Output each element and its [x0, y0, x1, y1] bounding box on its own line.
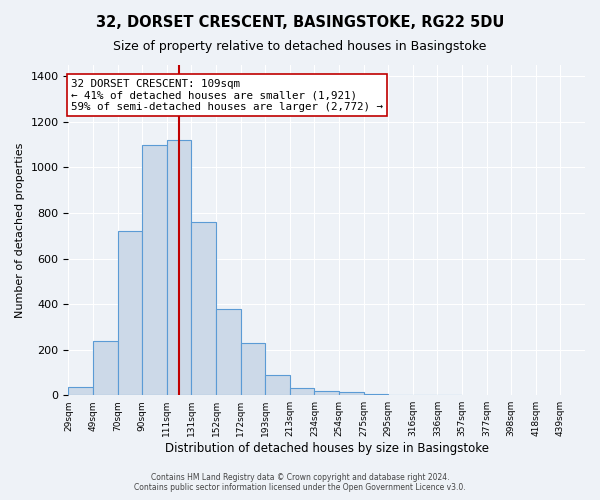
Bar [241, 343, 265, 395]
Bar [118, 231, 142, 395]
Text: 32 DORSET CRESCENT: 109sqm
← 41% of detached houses are smaller (1,921)
59% of s: 32 DORSET CRESCENT: 109sqm ← 41% of deta… [71, 78, 383, 112]
Bar [265, 374, 290, 395]
Bar [216, 308, 241, 395]
Text: Size of property relative to detached houses in Basingstoke: Size of property relative to detached ho… [113, 40, 487, 53]
Bar [388, 394, 413, 395]
Bar [167, 140, 191, 395]
Y-axis label: Number of detached properties: Number of detached properties [15, 142, 25, 318]
Text: Contains HM Land Registry data © Crown copyright and database right 2024.
Contai: Contains HM Land Registry data © Crown c… [134, 473, 466, 492]
Bar [68, 387, 93, 395]
Bar [142, 144, 167, 395]
Bar [290, 388, 314, 395]
Bar [339, 392, 364, 395]
Bar [364, 394, 388, 395]
X-axis label: Distribution of detached houses by size in Basingstoke: Distribution of detached houses by size … [165, 442, 489, 455]
Bar [191, 222, 216, 395]
Bar [93, 340, 118, 395]
Bar [314, 390, 339, 395]
Text: 32, DORSET CRESCENT, BASINGSTOKE, RG22 5DU: 32, DORSET CRESCENT, BASINGSTOKE, RG22 5… [96, 15, 504, 30]
